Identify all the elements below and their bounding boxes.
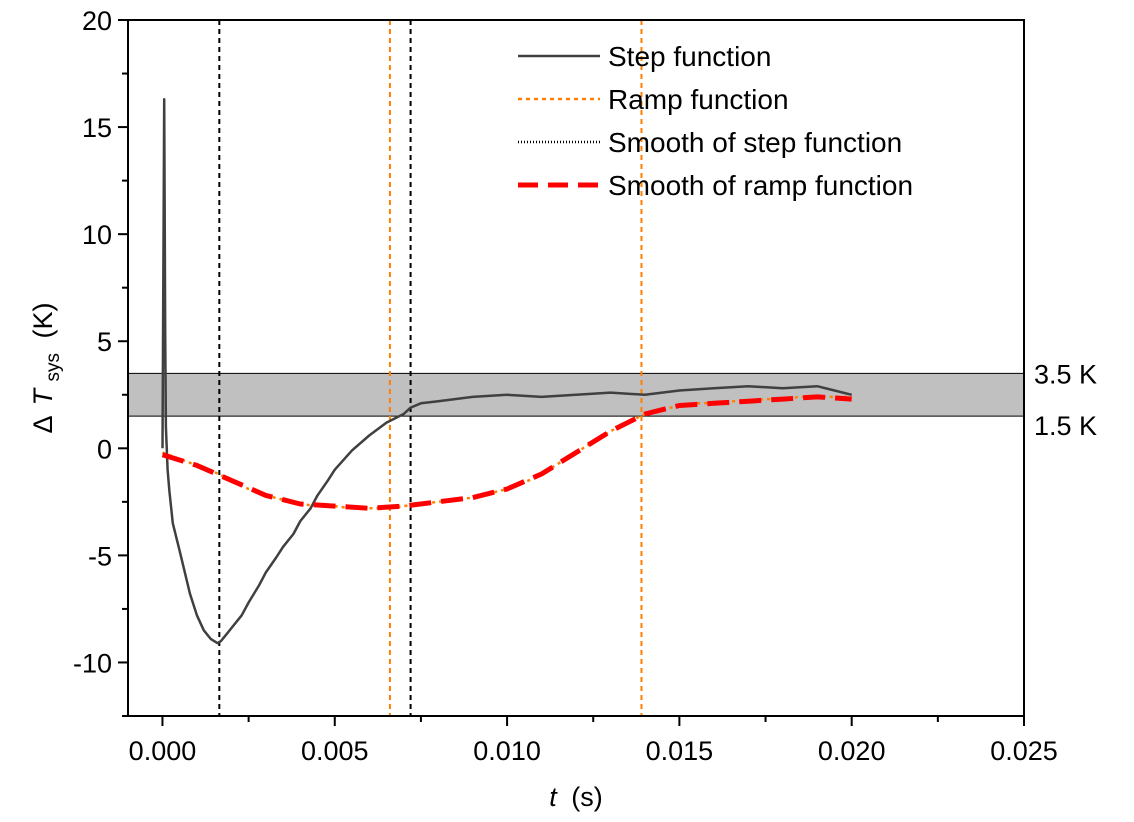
series-line-step-function	[161, 97, 853, 645]
y-tick-label: 5	[97, 327, 112, 357]
series-lines	[161, 97, 853, 645]
y-axis-subscript: sys	[43, 353, 64, 382]
series-line-smooth-of-ramp-function	[161, 394, 852, 511]
x-tick-label: 0.025	[990, 736, 1058, 766]
legend-label: Smooth of step function	[608, 127, 902, 158]
y-axis-variable: T	[28, 386, 58, 405]
band-upper-label: 3.5 K	[1034, 359, 1097, 389]
x-tick-label: 0.015	[646, 736, 714, 766]
tolerance-band: 3.5 K 1.5 K	[128, 359, 1097, 441]
legend-label: Ramp function	[608, 84, 789, 115]
y-tick-label: 0	[97, 434, 112, 464]
y-axis-unit: (K)	[28, 302, 58, 338]
y-axis-delta: Δ	[28, 416, 58, 434]
y-tick-label: 15	[82, 113, 112, 143]
x-tick-label: 0.005	[301, 736, 369, 766]
y-axis-label: Δ T sys (K)	[28, 302, 65, 433]
y-tick-label: -10	[73, 648, 112, 678]
axis-ticks: 0.000 0.005 0.010 0.015 0.020 0.025 -10 -5 0 5 10 1…	[73, 6, 1058, 766]
reference-lines	[218, 20, 643, 716]
x-tick-label: 0.010	[473, 736, 541, 766]
legend-label: Step function	[608, 41, 771, 72]
band-lower-label: 1.5 K	[1034, 411, 1097, 441]
y-tick-label: 10	[82, 220, 112, 250]
x-axis-label: t (s)	[549, 782, 603, 812]
x-tick-label: 0.000	[129, 736, 197, 766]
legend: Step function Ramp function Smooth of step…	[518, 41, 913, 201]
x-tick-label: 0.020	[818, 736, 886, 766]
y-tick-label: -5	[88, 541, 112, 571]
y-tick-label: 20	[82, 6, 112, 36]
x-axis-unit: (s)	[571, 782, 602, 812]
x-axis-variable: t	[549, 782, 558, 812]
legend-label: Smooth of ramp function	[608, 170, 913, 201]
plot-frame	[127, 19, 1025, 717]
